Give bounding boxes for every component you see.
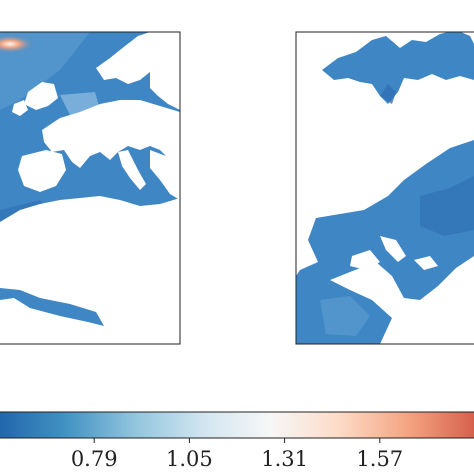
land-island-south bbox=[350, 250, 380, 270]
map-panel-left bbox=[0, 32, 180, 344]
map-frame-right bbox=[295, 31, 474, 345]
hotspot-area bbox=[0, 34, 36, 54]
colorbar-tick-label: 1.57 bbox=[356, 447, 403, 471]
colorbar-ticks: 0.79 1.05 1.31 1.57 bbox=[71, 438, 403, 471]
land-island-east bbox=[414, 256, 438, 270]
land-finland-russia bbox=[150, 60, 180, 110]
map-frame-left bbox=[0, 31, 181, 345]
land-ireland bbox=[12, 100, 28, 116]
ocean-northern-seas bbox=[322, 34, 474, 104]
colorbar-tick-label: 0.79 bbox=[71, 447, 118, 471]
colorbar: 0.79 1.05 1.31 1.57 bbox=[0, 411, 474, 471]
land-iberia bbox=[18, 150, 66, 192]
land-north-africa bbox=[0, 196, 180, 344]
colorbar-tick-label: 1.31 bbox=[261, 447, 308, 471]
map-panel-right bbox=[296, 32, 474, 344]
ocean-baltic-bay bbox=[380, 84, 396, 104]
land-peninsula bbox=[380, 236, 406, 262]
land-balkans-turkey bbox=[150, 150, 180, 200]
ocean-med-shade bbox=[420, 176, 474, 236]
land-italy bbox=[118, 150, 146, 190]
land-britain bbox=[24, 82, 58, 110]
land-scandinavia bbox=[96, 32, 180, 84]
land-europe bbox=[42, 100, 180, 168]
ocean-med-light bbox=[320, 296, 370, 336]
ocean-east-arm bbox=[440, 32, 474, 50]
colorbar-bar bbox=[0, 411, 474, 439]
colorbar-tick-label: 1.05 bbox=[166, 447, 213, 471]
